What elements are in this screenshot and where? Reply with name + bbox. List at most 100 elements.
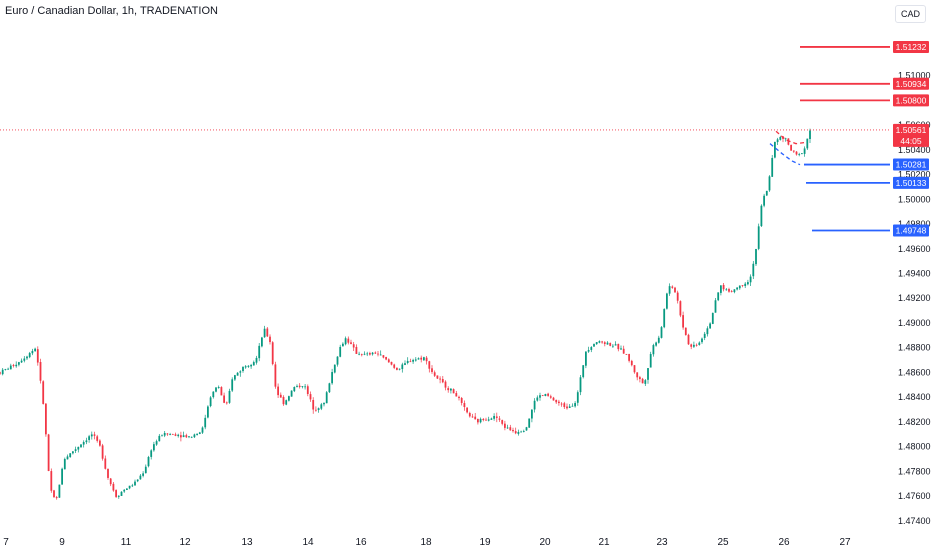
resistance-level-badge[interactable] [893,77,929,90]
resistance-level-badge[interactable] [893,94,929,107]
candle-body [239,371,242,373]
resistance-level-badge[interactable] [893,40,929,53]
candle-body [779,136,782,140]
candle-body [82,442,85,445]
y-tick-label: 1.48800 [898,343,931,353]
candle-body [328,383,331,393]
candle-body [34,348,36,352]
candle-body [387,359,390,363]
candle-body [90,434,93,437]
candle-body [720,285,722,293]
candle-body [317,408,320,410]
candle-body [582,365,585,378]
candle-body [23,358,26,361]
candle-body [412,359,414,362]
candle-body [606,342,609,345]
y-tick-label: 1.49200 [898,293,931,303]
candle-body [63,458,66,470]
candle-body [288,396,290,401]
price-axis[interactable]: 1.510001.506001.504001.502001.500001.498… [898,71,931,526]
candle-body [88,436,90,440]
candle-body [714,300,717,313]
support-level-badge[interactable] [893,158,929,171]
x-tick-label: 23 [656,537,668,548]
pattern-line [775,130,807,145]
candle-body [684,327,687,335]
candle-body [0,372,1,374]
candle-body [460,398,463,403]
candle-body [482,418,485,421]
candle-body [590,347,593,350]
y-tick-label: 1.49400 [898,269,931,279]
candle-body [657,337,660,343]
candle-body [36,349,39,363]
candle-body [247,365,250,367]
candle-body [447,388,450,391]
candle-body [7,368,9,370]
candle-body [765,190,768,196]
candle-body [312,399,315,410]
candle-body [598,341,601,343]
candle-body [217,387,220,389]
candle-body [220,387,223,396]
candle-body [652,345,655,355]
candle-body [169,434,171,436]
candle-body [304,386,306,388]
candle-body [342,343,344,347]
candle-body [493,416,495,419]
current-price-label: 1.50561 [896,125,927,135]
y-tick-label: 1.51000 [898,71,931,81]
candle-body [366,353,369,355]
candle-body [617,343,620,350]
candle-body [231,379,234,391]
candle-body [668,286,671,294]
candle-body [674,287,676,293]
x-tick-label: 21 [598,537,610,548]
candle-body [625,353,628,355]
candle-body [474,416,477,420]
support-level-badge[interactable] [893,224,929,237]
candle-body [18,362,20,365]
candle-body [306,386,309,394]
candle-body [74,449,77,451]
candle-body [290,390,293,397]
candle-body [660,327,663,338]
candle-body [728,289,730,292]
candle-body [31,350,34,354]
currency-button[interactable]: CAD [895,5,926,23]
candle-body [630,360,633,366]
candle-body [763,195,765,206]
candle-body [423,357,425,361]
candle-body [463,403,466,408]
y-tick-label: 1.48400 [898,392,931,402]
candle-body [601,341,603,343]
candle-body [571,405,574,407]
candle-body [641,378,644,384]
candle-body [409,361,412,363]
candle-body [495,416,498,418]
candle-body [323,402,325,405]
x-tick-label: 20 [539,537,551,548]
candle-body [579,377,582,393]
candle-body [69,453,72,458]
support-level-label: 1.50281 [896,160,927,170]
candle-body [153,444,155,451]
candle-body [628,354,630,361]
time-axis[interactable]: 7 9 11 12 13 14 16 18 19 20 21 23 25 26 27 [3,537,851,548]
candle-body [180,435,182,438]
support-level-badge[interactable] [893,176,929,189]
candle-body [128,485,131,489]
y-tick-label: 1.47400 [898,516,931,526]
support-level-label: 1.50133 [896,178,927,188]
candle-body [655,342,657,346]
candle-body [15,364,18,367]
candle-body [544,394,547,397]
candle-body [282,396,285,405]
candle-body [622,348,625,354]
candle-body [298,385,301,387]
current-price-badge[interactable] [893,123,929,147]
candle-body [104,458,107,469]
candle-body [501,420,504,424]
candle-body [420,357,423,360]
